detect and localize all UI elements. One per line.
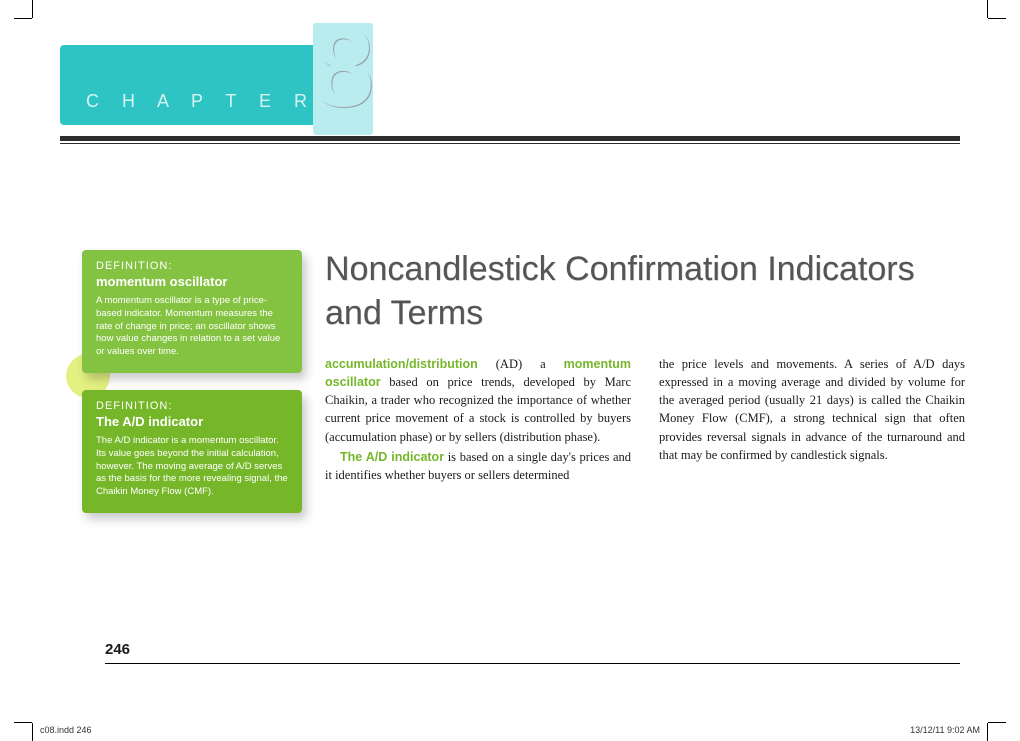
definition-body: A momentum oscillator is a type of price… <box>96 295 288 359</box>
crop-mark <box>14 722 32 723</box>
chapter-header: C H A P T E R <box>60 45 355 125</box>
crop-mark <box>32 0 33 18</box>
run-in-term: The A/D indicator <box>340 450 444 464</box>
definition-label: DEFINITION: <box>96 400 288 412</box>
header-rule-thick <box>60 136 960 141</box>
definition-term: The A/D indicator <box>96 414 288 429</box>
chapter-number: 8 <box>312 12 374 124</box>
definition-body: The A/D indicator is a momentum oscillat… <box>96 435 288 499</box>
body-text: (AD) a <box>478 357 564 371</box>
column-right: the price levels and movements. A series… <box>659 355 965 484</box>
definition-term: momentum oscillator <box>96 274 288 289</box>
body-paragraph: accumulation/distribution (AD) a momentu… <box>325 355 631 446</box>
run-in-term: accumulation/distribution <box>325 357 478 371</box>
crop-mark <box>987 723 988 741</box>
crop-mark <box>988 18 1006 19</box>
crop-mark <box>14 18 32 19</box>
body-columns: accumulation/distribution (AD) a momentu… <box>325 355 965 484</box>
chapter-band-bg <box>60 45 355 125</box>
page-number-rule <box>105 663 960 664</box>
page: C H A P T E R 8 DEFINITION: momentum osc… <box>40 10 980 730</box>
header-rule-thin <box>60 143 960 144</box>
slug-right: 13/12/11 9:02 AM <box>910 725 980 735</box>
page-number: 246 <box>105 641 130 658</box>
chapter-label: C H A P T E R <box>86 91 316 112</box>
crop-mark <box>32 723 33 741</box>
definition-box-ad: DEFINITION: The A/D indicator The A/D in… <box>82 390 302 513</box>
page-title: Noncandlestick Confirmation Indicators a… <box>325 248 965 335</box>
slug-left: c08.indd 246 <box>40 725 92 735</box>
column-left: accumulation/distribution (AD) a momentu… <box>325 355 631 484</box>
print-slug: c08.indd 246 13/12/11 9:02 AM <box>40 725 980 735</box>
crop-mark <box>988 722 1006 723</box>
definition-label: DEFINITION: <box>96 260 288 272</box>
body-paragraph: the price levels and movements. A series… <box>659 355 965 464</box>
body-paragraph: The A/D indicator is based on a single d… <box>325 448 631 484</box>
crop-mark <box>987 0 988 18</box>
definition-box-momentum: DEFINITION: momentum oscillator A moment… <box>82 250 302 373</box>
